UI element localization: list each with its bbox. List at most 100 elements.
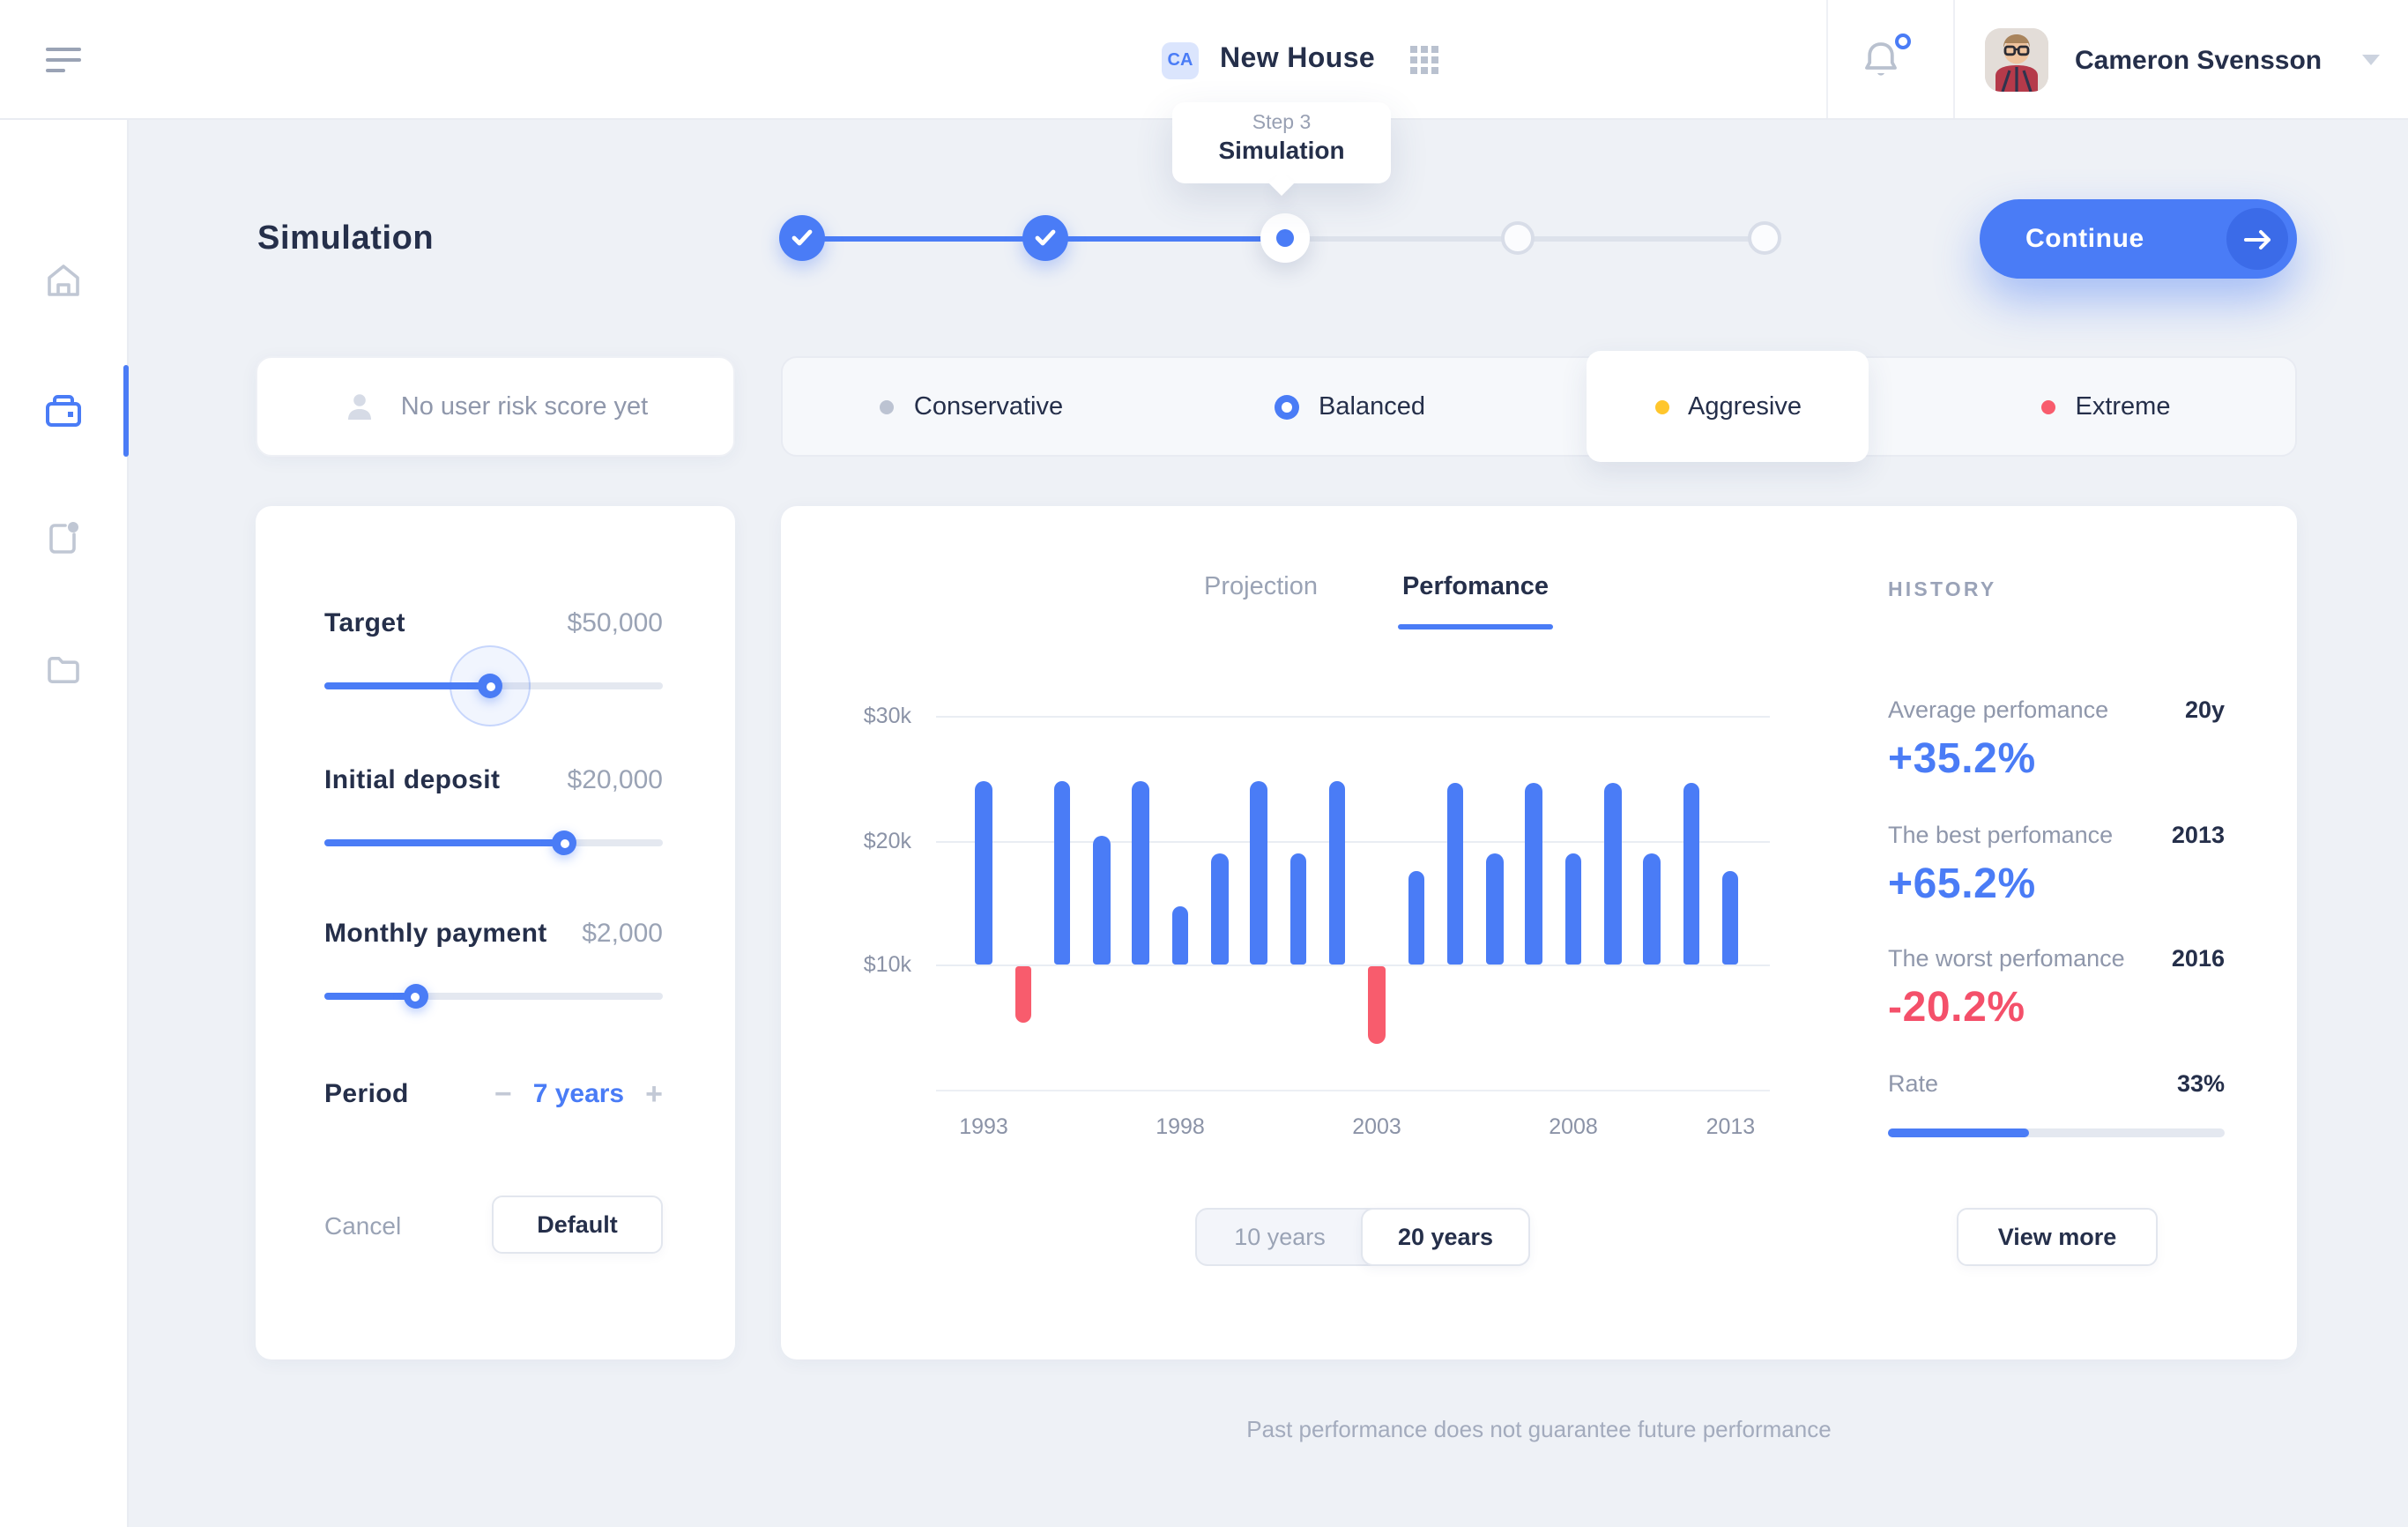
sidebar-item-folder[interactable] [0,621,127,719]
tooltip-label: Simulation [1218,136,1345,164]
history-section: HISTORY Average perfomance 20y +35.2% Th… [1888,506,2225,1359]
file-badge-icon [49,522,78,554]
rate-row: Rate 33% [1888,1070,2225,1137]
x-axis-label: 2003 [1352,1114,1401,1139]
period-decrease-button[interactable]: − [494,1077,512,1111]
history-worst-row: The worst perfomance 2016 -20.2% [1888,945,2225,1032]
rate-progress [1888,1128,2225,1137]
gridline-10k [936,965,1770,966]
active-nav-indicator [123,365,129,457]
tab-perfomance[interactable]: Perfomance [1402,573,1549,629]
bell-icon [1865,42,1897,76]
y-axis-label: $10k [863,952,911,977]
step-3-dot[interactable] [1260,213,1310,263]
continue-button[interactable]: Continue [1980,199,2297,279]
continue-label: Continue [2025,224,2144,254]
step-4-dot[interactable] [1501,221,1535,255]
history-best-row: The best perfomance 2013 +65.2% [1888,822,2225,908]
target-slider[interactable] [324,674,663,698]
arrow-right-icon [2226,208,2288,270]
period-value: 7 years [532,1079,625,1109]
bar [1408,871,1425,965]
page-title: Simulation [257,220,435,257]
rate-value: 33% [2176,1070,2225,1097]
default-button[interactable]: Default [492,1196,663,1254]
simulation-form-panel: Target $50,000 Initial deposit $20,000 [256,506,735,1359]
project-switcher[interactable]: CA New House [1162,0,1439,120]
apps-grid-icon[interactable] [1410,46,1439,74]
initial-deposit-slider[interactable] [324,831,663,855]
risk-option-aggresive[interactable]: Aggresive [1539,351,1917,462]
risk-dot [2041,399,2056,413]
y-axis-label: $30k [863,704,911,728]
monthly-payment-value: $2,000 [582,919,663,949]
person-icon [348,393,372,419]
x-axis-label: 1998 [1156,1114,1205,1139]
slider-thumb[interactable] [552,831,577,855]
toggle-10-years[interactable]: 10 years [1234,1224,1326,1250]
avatar [1985,28,2048,92]
slider-thumb[interactable] [403,984,428,1009]
target-slider-row: Target $50,000 [324,608,663,698]
project-badge: CA [1162,41,1199,78]
bar [1643,853,1661,965]
step-1-dot[interactable] [779,215,825,261]
risk-score-card: No user risk score yet [256,356,735,457]
user-menu[interactable]: Cameron Svensson [1985,28,2381,92]
bar [1171,905,1189,965]
slider-thumb[interactable] [478,674,503,698]
performance-panel: Projection Perfomance $30k $20k $10k 1993 19… [781,506,2297,1359]
tab-projection[interactable]: Projection [1204,573,1318,601]
step-2-dot[interactable] [1022,215,1068,261]
history-title: HISTORY [1888,580,1997,601]
bar [1604,783,1622,965]
step-5-dot[interactable] [1748,221,1781,255]
sidebar-item-portfolio[interactable] [0,361,129,460]
bar [1721,871,1739,965]
wallet-icon [46,395,81,427]
bar [1328,781,1346,965]
toggle-20-years[interactable]: 20 years [1361,1208,1530,1266]
range-toggle: 10 years 20 years [1195,1208,1530,1266]
sidebar-item-home[interactable] [0,231,127,330]
bar [1289,853,1307,965]
risk-level-selector: Conservative Balanced Aggresive Extreme [781,351,2297,462]
risk-radio [1275,394,1300,419]
risk-option-balanced[interactable]: Balanced [1161,358,1539,455]
chevron-down-icon [2362,55,2381,65]
chart-tabs: Projection Perfomance [1204,573,1549,629]
sidebar-item-documents[interactable] [0,488,127,587]
sidebar [0,0,129,1527]
header-divider [1953,0,1955,118]
project-title: New House [1220,44,1376,74]
user-name: Cameron Svensson [2075,45,2323,75]
highlight-card [1587,351,1869,462]
period-increase-button[interactable]: + [645,1077,663,1111]
bar [1368,966,1386,1045]
bar [1486,853,1504,965]
risk-dot [880,399,895,413]
cancel-button[interactable]: Cancel [324,1210,402,1239]
bar [1014,966,1032,1023]
risk-option-conservative[interactable]: Conservative [783,358,1161,455]
bar [1564,853,1582,965]
folder-icon [48,657,79,683]
view-more-button[interactable]: View more [1957,1208,2158,1266]
bar [1250,781,1267,965]
x-axis-line [936,1090,1770,1091]
x-axis-label: 1993 [959,1114,1008,1139]
bar [1683,783,1700,965]
monthly-payment-slider[interactable] [324,984,663,1009]
best-performance-value: +65.2% [1888,860,2036,908]
hamburger-menu-icon[interactable] [46,48,81,72]
worst-performance-value: -20.2% [1888,984,2025,1032]
unread-badge [1895,34,1911,49]
bar-chart: $30k $20k $10k 1993 1998 2003 2008 2013 [864,691,1770,1150]
bar [1211,853,1229,965]
monthly-payment-slider-row: Monthly payment $2,000 [324,919,663,1009]
notifications-button[interactable] [1862,34,1911,85]
risk-option-extreme[interactable]: Extreme [1917,358,2295,455]
home-icon [48,264,79,296]
disclaimer-text: Past performance does not guarantee futu… [1246,1416,1832,1442]
